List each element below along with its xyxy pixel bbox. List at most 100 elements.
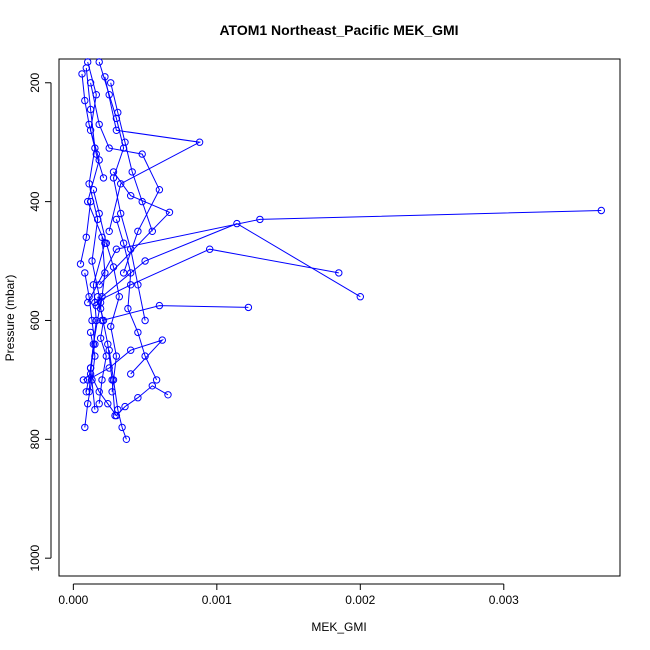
data-point xyxy=(88,316,96,325)
data-point xyxy=(597,206,605,215)
data-point xyxy=(206,245,214,253)
y-tick-label: 400 xyxy=(28,191,42,211)
series xyxy=(84,336,167,384)
data-point xyxy=(76,260,85,268)
data-point xyxy=(119,239,128,247)
x-tick-label: 0.001 xyxy=(202,593,232,607)
data-point xyxy=(127,281,135,289)
data-point xyxy=(109,168,118,176)
series-line xyxy=(101,305,249,321)
data-point xyxy=(111,411,119,420)
series xyxy=(76,197,95,268)
y-axis-label: Pressure (mbar) xyxy=(3,275,17,362)
data-point xyxy=(122,435,131,443)
data-point xyxy=(115,293,124,301)
data-point xyxy=(99,174,108,182)
data-point xyxy=(91,352,99,360)
data-point xyxy=(233,219,241,228)
y-tick-label: 1000 xyxy=(28,545,42,572)
data-point xyxy=(84,197,92,206)
data-point xyxy=(108,388,116,396)
data-point xyxy=(118,423,126,432)
data-point xyxy=(117,209,125,218)
data-point xyxy=(121,138,129,146)
data-point xyxy=(155,186,164,194)
y-tick-label: 600 xyxy=(28,310,42,330)
data-point xyxy=(101,269,109,277)
series-line xyxy=(83,373,169,417)
data-point xyxy=(81,423,89,432)
data-point xyxy=(91,340,99,348)
x-tick-label: 0.003 xyxy=(489,593,519,607)
data-point xyxy=(85,120,93,129)
data-point xyxy=(138,150,146,158)
series-line xyxy=(81,73,104,179)
data-point xyxy=(335,269,343,277)
data-point xyxy=(78,70,86,78)
data-point xyxy=(91,405,99,414)
data-point xyxy=(96,304,105,313)
x-tick-label: 0.000 xyxy=(58,593,88,607)
series xyxy=(89,186,124,396)
data-point xyxy=(86,328,95,337)
data-point xyxy=(134,328,142,337)
data-point xyxy=(195,138,204,146)
series xyxy=(107,79,157,236)
data-point xyxy=(82,233,91,242)
series-line xyxy=(80,201,92,265)
data-point xyxy=(98,376,106,384)
data-point xyxy=(124,304,132,313)
data-point xyxy=(112,245,121,253)
data-point xyxy=(82,64,91,72)
series xyxy=(95,168,174,289)
series-line xyxy=(110,82,153,232)
data-point xyxy=(128,168,136,176)
series xyxy=(101,73,204,236)
series-line xyxy=(90,82,160,274)
data-point xyxy=(95,388,103,396)
data-point xyxy=(104,340,112,348)
series xyxy=(94,293,111,408)
data-point xyxy=(81,96,89,105)
data-point xyxy=(96,334,105,342)
data-point xyxy=(101,73,109,81)
data-point xyxy=(164,391,172,399)
data-point xyxy=(127,269,135,277)
data-point xyxy=(112,352,121,360)
x-tick-label: 0.002 xyxy=(345,593,375,607)
y-axis: 200 400 600 800 1000 xyxy=(28,72,52,572)
data-point xyxy=(112,126,121,135)
data-point xyxy=(109,263,118,271)
data-point xyxy=(105,144,113,152)
data-point xyxy=(356,293,364,301)
data-point xyxy=(104,400,112,408)
series-line xyxy=(87,339,164,381)
data-point xyxy=(112,215,121,224)
data-point xyxy=(107,322,115,331)
data-point xyxy=(141,316,149,325)
data-point xyxy=(85,293,93,301)
data-point xyxy=(155,301,164,310)
data-point xyxy=(95,120,103,129)
series-line xyxy=(98,61,146,321)
series xyxy=(78,70,108,182)
data-point xyxy=(94,293,102,301)
data-point xyxy=(86,79,95,87)
series-line xyxy=(84,332,96,428)
series xyxy=(79,370,172,420)
data-point xyxy=(95,58,103,66)
data-point xyxy=(127,346,135,354)
data-point xyxy=(99,316,108,325)
data-point xyxy=(148,227,157,236)
series-line xyxy=(97,296,107,404)
data-point xyxy=(127,370,135,378)
series xyxy=(86,79,164,277)
data-point xyxy=(141,257,149,265)
data-point xyxy=(256,215,264,224)
series-line xyxy=(87,210,602,303)
series-line xyxy=(98,171,171,286)
data-point xyxy=(92,150,101,158)
series xyxy=(112,215,161,384)
data-point xyxy=(86,197,95,206)
data-point xyxy=(158,336,167,344)
